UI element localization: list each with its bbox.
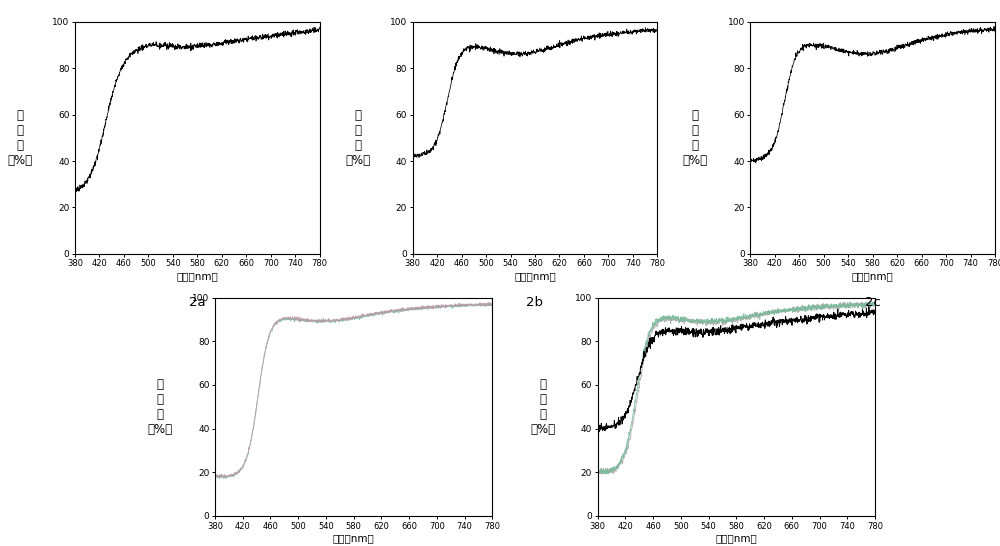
Text: 反
射
比
（%）: 反 射 比 （%） bbox=[683, 109, 708, 167]
Text: 2b: 2b bbox=[526, 296, 543, 310]
Text: 反
射
比
（%）: 反 射 比 （%） bbox=[345, 109, 370, 167]
Text: 反
射
比
（%）: 反 射 比 （%） bbox=[530, 378, 555, 436]
X-axis label: 波长（nm）: 波长（nm） bbox=[176, 271, 218, 281]
Text: 反
射
比
（%）: 反 射 比 （%） bbox=[7, 109, 33, 167]
X-axis label: 波长（nm）: 波长（nm） bbox=[715, 533, 757, 543]
X-axis label: 波长（nm）: 波长（nm） bbox=[333, 533, 375, 543]
Text: 2a: 2a bbox=[189, 296, 206, 310]
Text: 2c: 2c bbox=[865, 296, 881, 310]
X-axis label: 波长（nm）: 波长（nm） bbox=[514, 271, 556, 281]
X-axis label: 波长（nm）: 波长（nm） bbox=[852, 271, 894, 281]
Text: 反
射
比
（%）: 反 射 比 （%） bbox=[147, 378, 173, 436]
